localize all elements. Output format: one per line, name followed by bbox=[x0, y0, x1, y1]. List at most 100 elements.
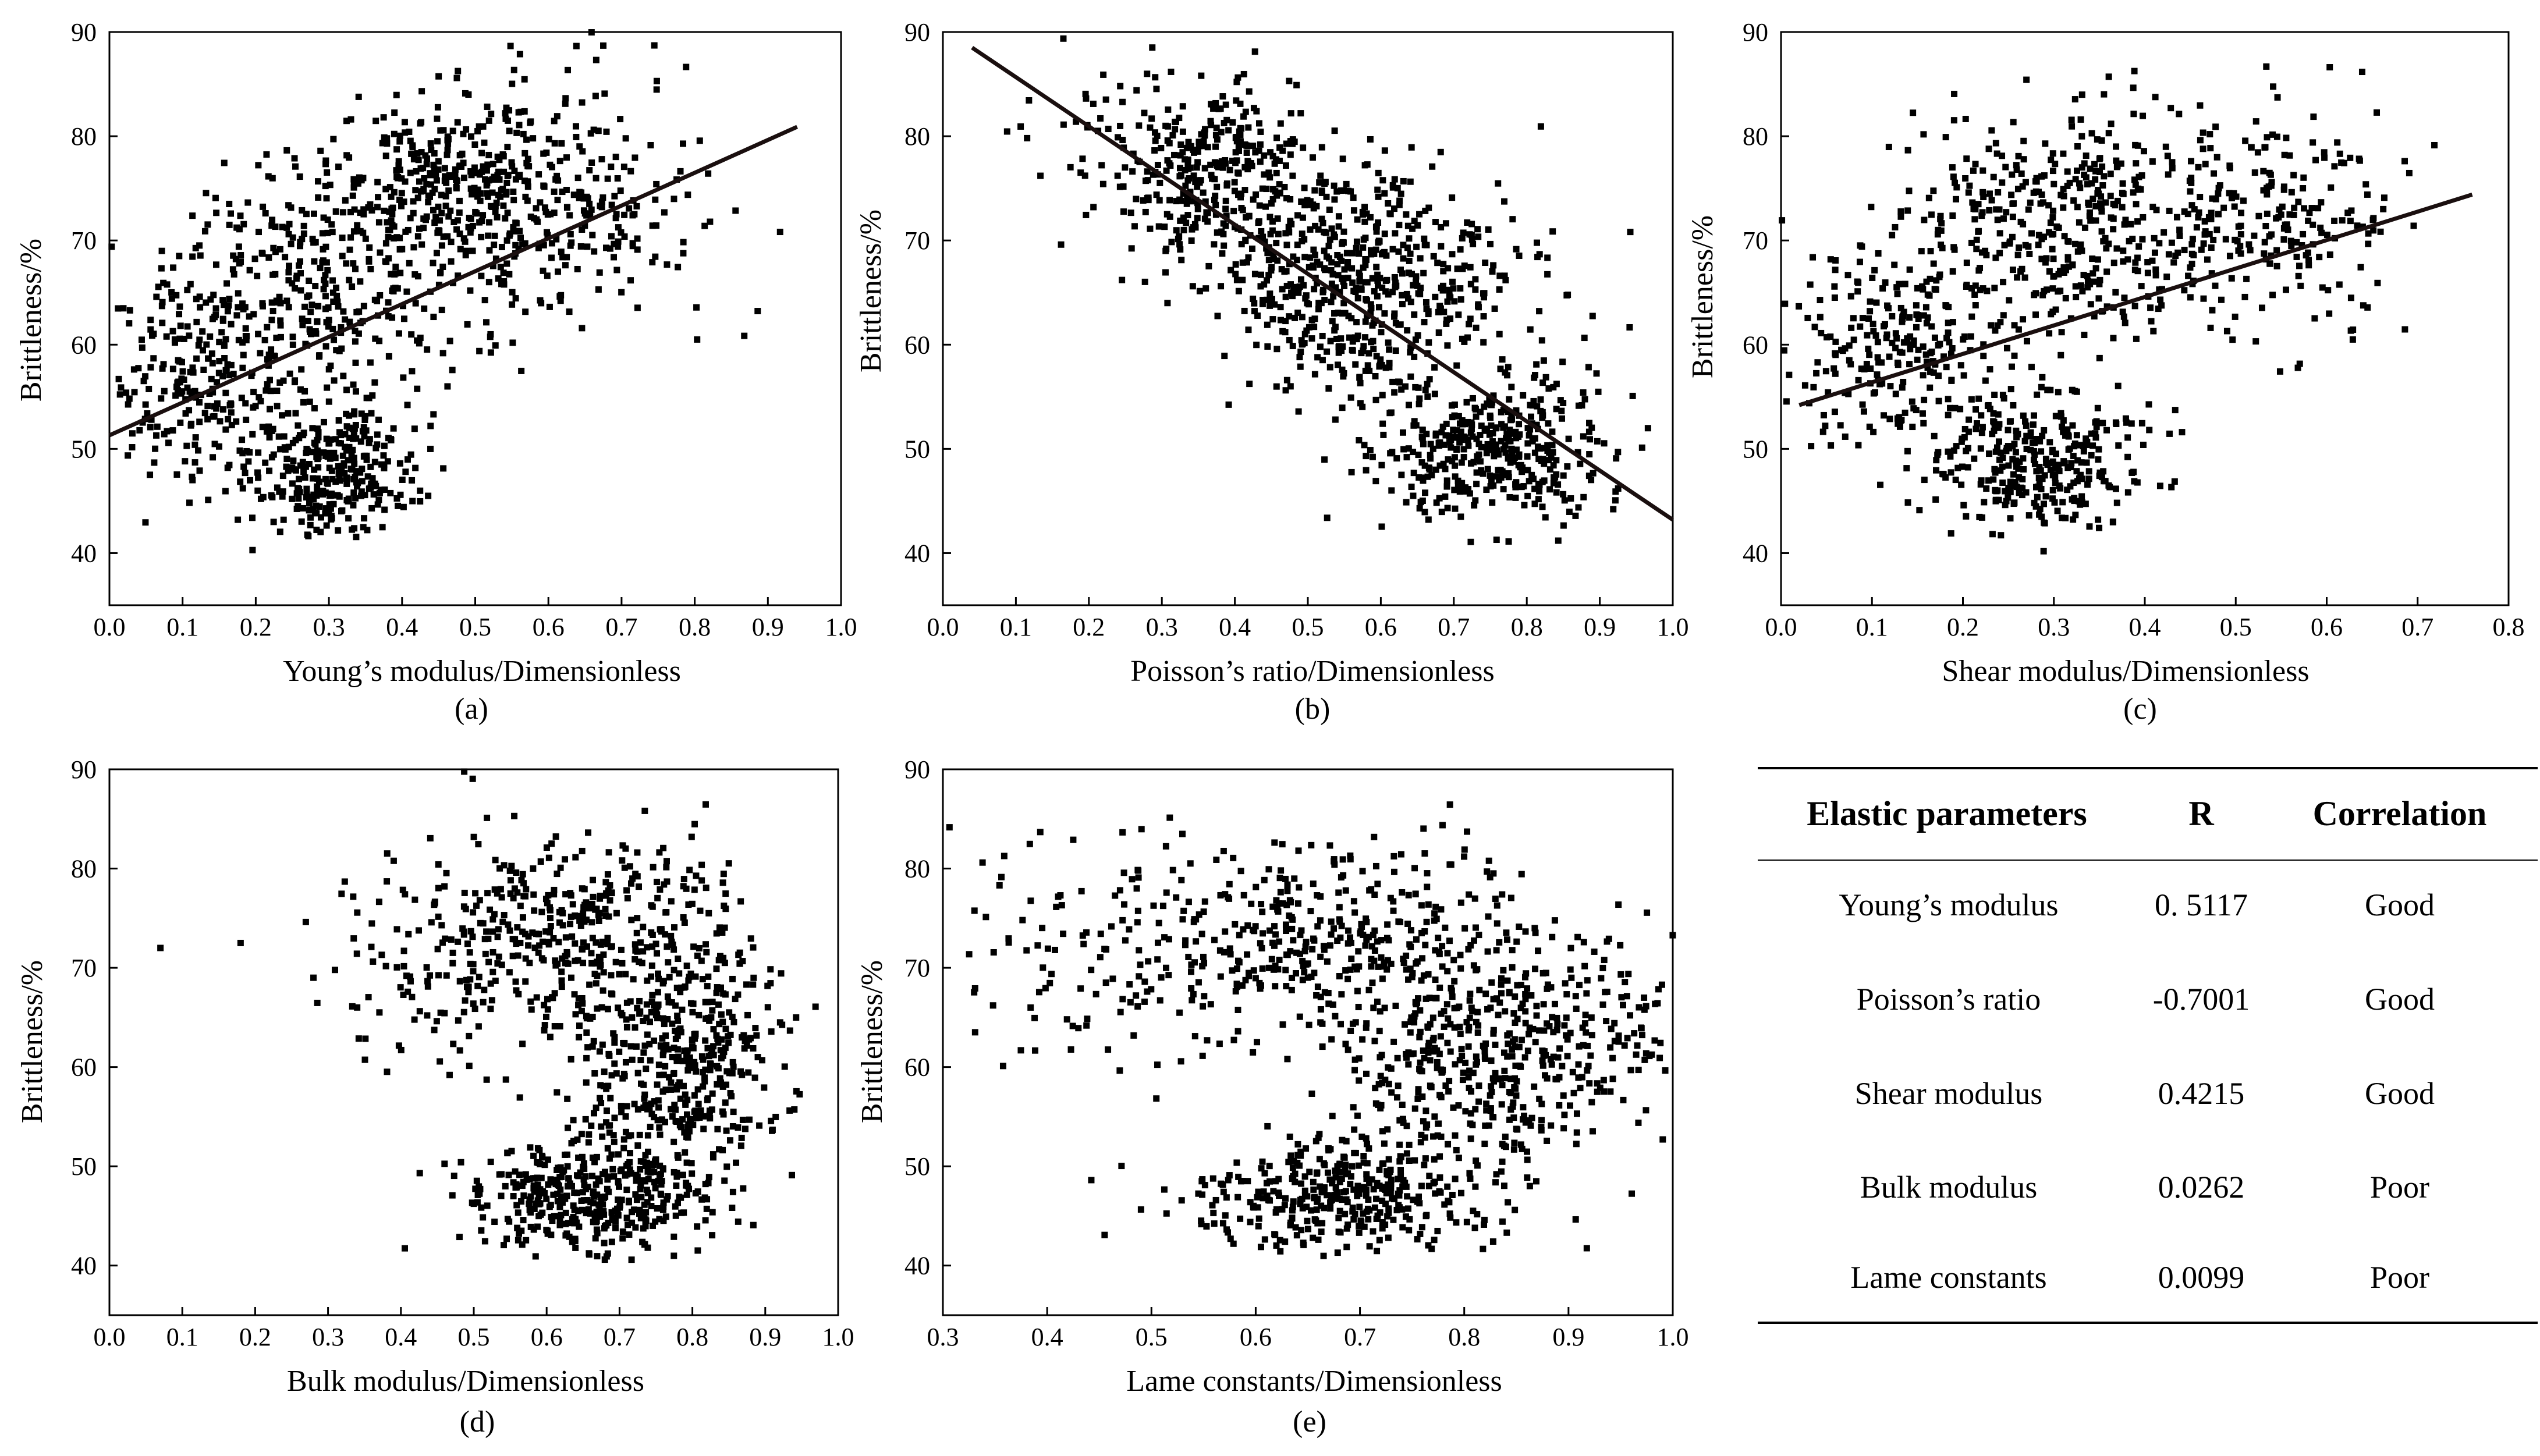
data-point bbox=[2124, 489, 2131, 496]
data-point bbox=[637, 1182, 644, 1189]
data-point bbox=[1251, 308, 1258, 315]
data-point bbox=[456, 163, 463, 170]
data-point bbox=[623, 1214, 630, 1221]
data-point bbox=[2062, 514, 2069, 521]
data-point bbox=[327, 436, 334, 443]
data-point bbox=[310, 239, 317, 246]
data-point bbox=[1218, 158, 1225, 165]
data-point bbox=[1879, 380, 1886, 387]
data-point bbox=[2103, 427, 2110, 434]
data-point bbox=[1342, 310, 1349, 317]
data-point bbox=[332, 454, 339, 461]
data-point bbox=[1194, 148, 1201, 155]
data-point bbox=[1814, 359, 1821, 366]
data-point bbox=[1241, 164, 1248, 171]
data-point bbox=[649, 222, 656, 229]
data-point bbox=[632, 941, 638, 948]
data-point bbox=[673, 1118, 680, 1125]
data-point bbox=[684, 1111, 691, 1118]
data-point bbox=[1427, 452, 1434, 459]
data-point bbox=[1473, 481, 1480, 488]
data-point bbox=[2077, 501, 2084, 508]
data-point bbox=[324, 169, 331, 176]
data-point bbox=[1893, 284, 1900, 291]
data-point bbox=[147, 317, 154, 324]
data-point bbox=[1363, 467, 1370, 474]
data-point bbox=[435, 158, 442, 165]
data-point bbox=[1362, 334, 1369, 341]
data-point bbox=[323, 195, 330, 202]
data-point bbox=[1222, 160, 1229, 167]
data-point bbox=[1318, 144, 1325, 151]
data-point bbox=[398, 203, 405, 209]
data-point bbox=[314, 436, 321, 443]
data-point bbox=[434, 946, 441, 953]
data-point bbox=[362, 235, 369, 242]
data-point bbox=[2051, 499, 2058, 506]
data-point bbox=[396, 235, 403, 242]
data-point bbox=[404, 402, 411, 409]
data-point bbox=[1379, 250, 1386, 257]
data-point bbox=[1923, 320, 1930, 327]
data-point bbox=[2009, 267, 2016, 274]
data-point bbox=[2131, 176, 2138, 183]
data-point bbox=[196, 242, 203, 249]
data-point bbox=[608, 1151, 615, 1158]
data-point bbox=[1938, 242, 1945, 248]
data-point bbox=[1306, 324, 1312, 331]
data-point bbox=[1920, 343, 1927, 350]
data-point bbox=[497, 264, 504, 271]
data-point bbox=[1349, 250, 1356, 257]
data-point bbox=[1904, 147, 1911, 154]
data-point bbox=[1222, 101, 1229, 108]
data-point bbox=[615, 1196, 622, 1203]
data-point bbox=[592, 1235, 599, 1242]
data-point bbox=[473, 210, 480, 217]
data-point bbox=[2043, 255, 2050, 262]
data-point bbox=[2286, 211, 2293, 218]
data-point bbox=[395, 162, 402, 169]
data-point bbox=[1997, 467, 2004, 474]
data-point bbox=[1102, 96, 1109, 103]
data-point bbox=[1468, 425, 1475, 432]
data-point bbox=[2176, 232, 2183, 239]
data-point bbox=[1237, 125, 1244, 132]
data-point bbox=[1553, 381, 1560, 388]
data-point bbox=[2084, 284, 2091, 291]
data-point bbox=[2093, 418, 2100, 425]
data-point bbox=[468, 172, 475, 179]
data-point bbox=[2052, 161, 2059, 168]
data-point bbox=[2215, 190, 2222, 197]
data-point bbox=[361, 433, 368, 440]
data-point bbox=[1297, 110, 1304, 117]
data-point bbox=[2076, 180, 2083, 187]
data-point bbox=[1297, 276, 1304, 283]
data-point bbox=[2270, 83, 2277, 90]
data-point bbox=[688, 1160, 695, 1167]
data-point bbox=[1283, 242, 1290, 248]
data-point bbox=[2365, 240, 2372, 247]
data-point bbox=[1119, 98, 1126, 105]
data-point bbox=[554, 1191, 561, 1198]
data-point bbox=[593, 1181, 599, 1188]
data-point bbox=[1328, 299, 1335, 306]
data-point bbox=[1430, 253, 1437, 260]
data-point bbox=[1157, 179, 1163, 186]
data-point bbox=[1264, 296, 1271, 303]
data-point bbox=[307, 328, 314, 335]
data-point bbox=[1991, 466, 1998, 473]
data-point bbox=[1271, 160, 1278, 167]
data-point bbox=[721, 1049, 728, 1056]
data-point bbox=[277, 317, 284, 324]
data-point bbox=[2209, 195, 2216, 202]
data-point bbox=[1207, 118, 1214, 125]
data-point bbox=[463, 247, 470, 254]
data-point bbox=[1455, 311, 1462, 318]
data-point bbox=[2049, 246, 2056, 253]
data-point bbox=[494, 172, 501, 179]
data-point bbox=[421, 305, 428, 312]
data-point bbox=[159, 299, 166, 306]
data-point bbox=[1301, 340, 1308, 347]
data-point bbox=[347, 116, 354, 123]
data-point bbox=[412, 300, 419, 307]
